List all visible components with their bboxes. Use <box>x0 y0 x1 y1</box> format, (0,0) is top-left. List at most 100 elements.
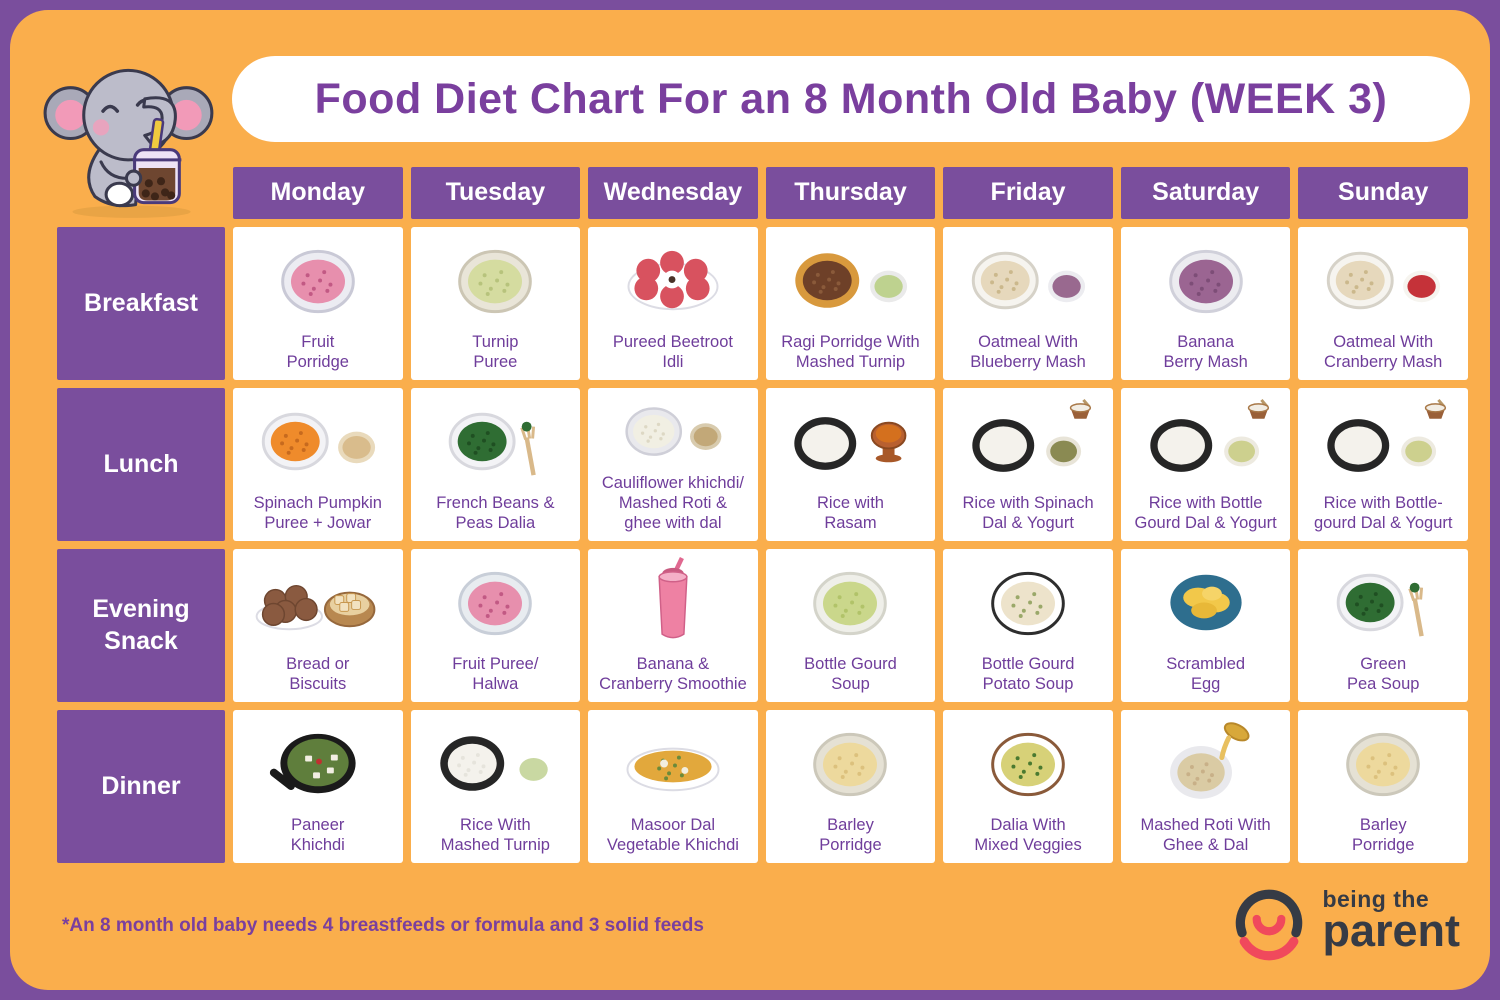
brand-name: being the parent <box>1322 886 1460 953</box>
food-label: Banana Berry Mash <box>1163 332 1248 371</box>
smiley-face-icon <box>1226 878 1312 964</box>
day-header: Sunday <box>1298 167 1468 219</box>
food-cell: Bottle Gourd Potato Soup <box>943 549 1113 702</box>
food-cell: Mashed Roti With Ghee & Dal <box>1120 710 1291 863</box>
day-header: Saturday <box>1120 167 1291 219</box>
food-image <box>1130 232 1282 332</box>
footnote: *An 8 month old baby needs 4 breastfeeds… <box>62 915 704 936</box>
food-image <box>597 393 749 473</box>
food-label: Mashed Roti With Ghee & Dal <box>1140 815 1271 854</box>
meal-row-label: Evening Snack <box>57 549 225 702</box>
meal-row-label: Lunch <box>57 388 225 541</box>
food-image <box>774 393 926 493</box>
food-label: Masoor Dal Vegetable Khichdi <box>606 815 739 854</box>
food-cell: Bottle Gourd Soup <box>765 549 936 702</box>
meal-row-label: Breakfast <box>57 227 225 380</box>
food-image <box>1307 232 1459 332</box>
food-cell: Bread or Biscuits <box>233 549 403 702</box>
food-image <box>952 554 1104 654</box>
day-header: Friday <box>943 167 1113 219</box>
food-image <box>952 393 1104 493</box>
food-image <box>419 554 571 654</box>
food-image <box>419 393 571 493</box>
food-image <box>1307 554 1459 654</box>
food-image <box>242 393 394 493</box>
day-header: Wednesday <box>588 167 758 219</box>
food-label: Ragi Porridge With Mashed Turnip <box>781 332 920 371</box>
day-header: Tuesday <box>410 167 581 219</box>
food-image <box>952 232 1104 332</box>
day-header: Thursday <box>765 167 936 219</box>
page-title: Food Diet Chart For an 8 Month Old Baby … <box>314 74 1388 123</box>
food-cell: Rice with Spinach Dal & Yogurt <box>943 388 1113 541</box>
food-label: Dalia With Mixed Veggies <box>974 815 1082 854</box>
food-cell: Scrambled Egg <box>1120 549 1291 702</box>
food-label: Rice with Rasam <box>817 493 884 532</box>
food-label: Oatmeal With Blueberry Mash <box>970 332 1086 371</box>
food-image <box>242 554 394 654</box>
food-cell: Paneer Khichdi <box>233 710 403 863</box>
food-label: Cauliflower khichdi/ Mashed Roti & ghee … <box>601 473 744 532</box>
food-image <box>242 232 394 332</box>
food-label: Fruit Porridge <box>286 332 349 371</box>
food-label: Barley Porridge <box>819 815 882 854</box>
food-cell: Pureed Beetroot Idli <box>588 227 758 380</box>
food-label: Pureed Beetroot Idli <box>612 332 733 371</box>
food-label: Banana & Cranberry Smoothie <box>599 654 747 693</box>
food-cell: Rice with Rasam <box>765 388 936 541</box>
food-label: Rice With Mashed Turnip <box>440 815 550 854</box>
food-label: Paneer Khichdi <box>290 815 345 854</box>
food-cell: Masoor Dal Vegetable Khichdi <box>588 710 758 863</box>
food-label: Scrambled Egg <box>1166 654 1246 693</box>
food-cell: Rice with Bottle- gourd Dal & Yogurt <box>1298 388 1468 541</box>
title-bar: Food Diet Chart For an 8 Month Old Baby … <box>232 56 1470 142</box>
meal-row-label: Dinner <box>57 710 225 863</box>
food-image <box>1307 715 1459 815</box>
food-label: Rice with Spinach Dal & Yogurt <box>962 493 1094 532</box>
food-image <box>419 232 571 332</box>
food-image <box>1130 393 1282 493</box>
brand-logo: being the parent <box>1226 878 1460 964</box>
day-header: Monday <box>233 167 403 219</box>
food-cell: Rice With Mashed Turnip <box>410 710 581 863</box>
food-label: Bottle Gourd Potato Soup <box>981 654 1075 693</box>
food-label: Fruit Puree/ Halwa <box>452 654 539 693</box>
food-cell: Dalia With Mixed Veggies <box>943 710 1113 863</box>
food-image <box>597 554 749 654</box>
food-label: Green Pea Soup <box>1346 654 1420 693</box>
food-cell: Rice with Bottle Gourd Dal & Yogurt <box>1120 388 1291 541</box>
food-image <box>597 715 749 815</box>
food-image <box>774 554 926 654</box>
food-image <box>1130 554 1282 654</box>
food-cell: Barley Porridge <box>765 710 936 863</box>
food-label: Bottle Gourd Soup <box>804 654 897 693</box>
food-image <box>774 715 926 815</box>
food-image <box>242 715 394 815</box>
food-cell: Ragi Porridge With Mashed Turnip <box>765 227 936 380</box>
chart-board: Food Diet Chart For an 8 Month Old Baby … <box>10 10 1490 990</box>
food-label: Barley Porridge <box>1352 815 1415 854</box>
food-cell: French Beans & Peas Dalia <box>410 388 581 541</box>
food-image <box>1307 393 1459 493</box>
brand-line1: being the <box>1322 886 1430 913</box>
food-cell: Banana & Cranberry Smoothie <box>588 549 758 702</box>
diet-table: Monday Tuesday Wednesday Thursday Friday Satu… <box>57 167 1468 863</box>
food-label: Bread or Biscuits <box>286 654 350 693</box>
food-cell: Oatmeal With Blueberry Mash <box>943 227 1113 380</box>
food-cell: Banana Berry Mash <box>1120 227 1291 380</box>
food-image <box>419 715 571 815</box>
food-image <box>1130 715 1282 815</box>
food-cell: Oatmeal With Cranberry Mash <box>1298 227 1468 380</box>
food-cell: Green Pea Soup <box>1298 549 1468 702</box>
table-corner-spacer <box>57 167 225 219</box>
food-cell: Fruit Puree/ Halwa <box>410 549 581 702</box>
food-cell: Turnip Puree <box>410 227 581 380</box>
food-cell: Barley Porridge <box>1298 710 1468 863</box>
food-cell: Fruit Porridge <box>233 227 403 380</box>
food-cell: Spinach Pumpkin Puree + Jowar <box>233 388 403 541</box>
food-image <box>774 232 926 332</box>
food-label: Oatmeal With Cranberry Mash <box>1324 332 1443 371</box>
food-label: Rice with Bottle Gourd Dal & Yogurt <box>1134 493 1277 532</box>
food-label: Turnip Puree <box>472 332 519 371</box>
food-label: Rice with Bottle- gourd Dal & Yogurt <box>1313 493 1453 532</box>
